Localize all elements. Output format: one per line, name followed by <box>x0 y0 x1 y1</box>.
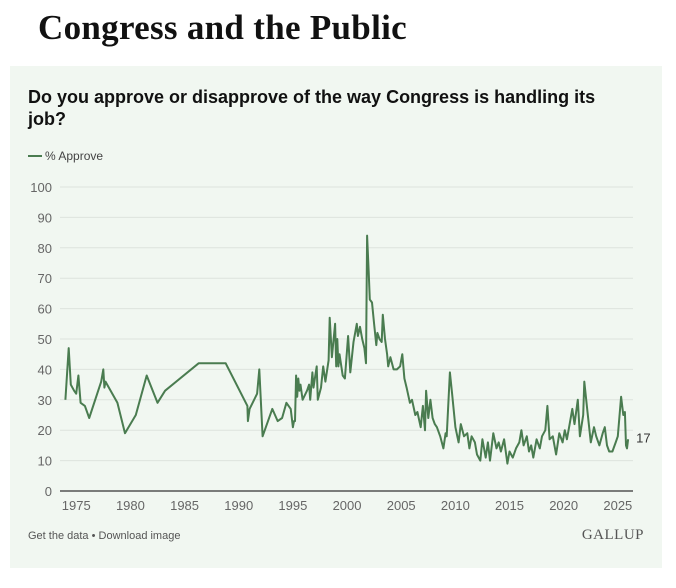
x-tick-label: 2000 <box>333 498 362 513</box>
download-image-link[interactable]: Download image <box>98 530 181 542</box>
x-tick-label: 2025 <box>603 498 632 513</box>
x-tick-label: 1990 <box>224 498 253 513</box>
legend-swatch <box>28 155 42 157</box>
end-value-label: 17 <box>636 430 650 445</box>
footer-links: Get the data • Download image <box>28 530 180 542</box>
page-title: Congress and the Public <box>38 8 407 47</box>
y-tick-label: 0 <box>45 484 52 499</box>
approve-line <box>64 234 630 465</box>
y-tick-label: 90 <box>38 210 52 225</box>
y-tick-label: 80 <box>38 241 52 256</box>
chart-title: Do you approve or disapprove of the way … <box>28 87 596 129</box>
x-tick-label: 2015 <box>495 498 524 513</box>
chart-panel: Do you approve or disapprove of the way … <box>10 66 662 568</box>
y-tick-label: 40 <box>38 362 52 377</box>
y-tick-label: 100 <box>30 180 52 195</box>
x-tick-label: 1975 <box>62 498 91 513</box>
y-tick-label: 30 <box>38 393 52 408</box>
legend-label: % Approve <box>45 149 104 163</box>
x-tick-label: 1985 <box>170 498 199 513</box>
x-tick-label: 2020 <box>549 498 578 513</box>
x-tick-label: 2005 <box>387 498 416 513</box>
x-tick-label: 1980 <box>116 498 145 513</box>
line-chart: 0 10 20 30 40 50 60 70 80 90 100 1975 1980 1985 1990 19… <box>30 180 650 513</box>
y-tick-label: 20 <box>38 423 52 438</box>
get-data-link[interactable]: Get the data <box>28 530 89 542</box>
x-tick-label: 2010 <box>441 498 470 513</box>
separator: • <box>88 530 99 542</box>
x-tick-label: 1995 <box>278 498 307 513</box>
y-tick-label: 10 <box>38 454 52 469</box>
legend: % Approve <box>28 149 103 163</box>
gallup-logo: GALLUP <box>581 527 644 543</box>
y-tick-label: 60 <box>38 302 52 317</box>
y-tick-label: 70 <box>38 271 52 286</box>
y-tick-label: 50 <box>38 332 52 347</box>
